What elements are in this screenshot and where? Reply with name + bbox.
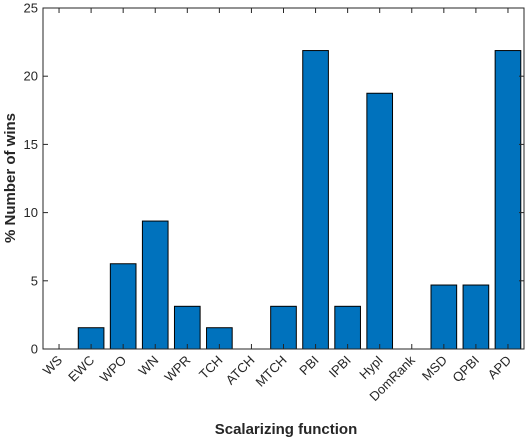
x-tick-label: ATCH — [223, 353, 258, 388]
x-tick-label: MTCH — [252, 353, 289, 390]
x-tick-label: MSD — [419, 353, 450, 384]
bar-pbi — [302, 50, 329, 350]
bar-wn — [141, 220, 169, 350]
x-tick-label: QPBI — [449, 353, 482, 386]
bar-msd — [430, 284, 458, 350]
y-tick-label: 0 — [31, 342, 38, 357]
bars-group — [77, 50, 522, 350]
y-tick-label: 5 — [31, 273, 38, 288]
x-tick-label: APD — [485, 353, 515, 383]
bar-apd — [494, 50, 522, 350]
y-tick-label: 25 — [24, 1, 38, 16]
y-tick-label: 15 — [24, 137, 38, 152]
plot-frame — [42, 7, 525, 350]
x-tick-label: IPBI — [326, 353, 354, 381]
x-axis-label: Scalarizing function — [215, 421, 358, 438]
x-tick-label: PBI — [296, 353, 321, 378]
x-tick-label: WS — [40, 352, 66, 378]
bar-mtch — [270, 305, 297, 350]
y-tick-label: 10 — [24, 205, 38, 220]
y-ticks-group: 0 5 10 15 20 25 — [24, 1, 524, 357]
x-tick-label: EWC — [65, 353, 97, 385]
y-axis-label: % Number of wins — [2, 113, 19, 243]
bar-wpo — [109, 263, 137, 350]
x-tick-label: WPR — [161, 353, 193, 385]
x-tick-label: WN — [135, 353, 161, 379]
y-tick-label: 20 — [24, 69, 38, 84]
x-tick-label: WPO — [97, 353, 130, 386]
bar-qpbi — [462, 284, 490, 350]
bar-hypi — [366, 92, 394, 350]
bar-wpr — [173, 305, 201, 350]
x-tick-label: TCH — [196, 353, 225, 382]
bar-ipbi — [334, 305, 361, 350]
